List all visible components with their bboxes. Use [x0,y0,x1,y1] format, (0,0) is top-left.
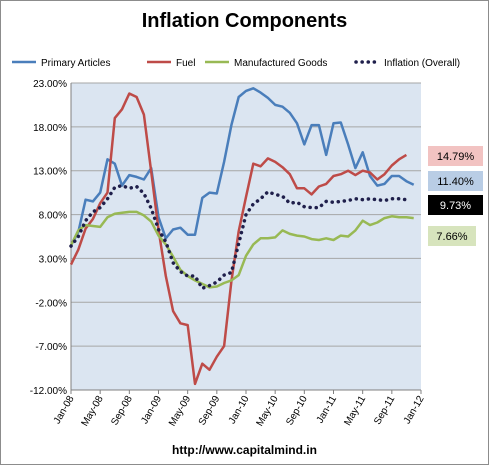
x-tick-label: Jan-11 [315,394,340,426]
value-callout [428,226,476,246]
value-callout-label: 9.73% [440,200,471,212]
value-callout [428,195,483,215]
x-tick-label: Sep-10 [284,394,310,428]
series-line-inflation-overall [69,183,409,291]
source-credit: http://www.capitalmind.in [172,443,317,457]
value-callout-label: 11.40% [437,176,474,188]
y-tick-label: 18.00% [33,123,67,134]
series-line-primary-articles [69,87,415,246]
y-tick-label: 23.00% [33,79,67,90]
x-tick-label: Jan-08 [52,394,77,426]
x-tick-label: Jan-10 [227,394,252,426]
x-tick-label: Sep-11 [372,394,397,427]
x-tick-label: May-11 [342,394,368,428]
y-tick-label: 8.00% [39,211,67,222]
x-tick-label: May-10 [255,394,281,429]
y-tick-label: -2.00% [35,298,67,309]
chart-title: Inflation Components [141,10,348,32]
legend-label: Primary Articles [41,58,110,69]
x-tick-label: Sep-08 [109,394,135,428]
x-tick-label: Jan-09 [139,394,164,426]
y-tick-label: -12.00% [30,386,67,397]
value-callout [428,171,483,191]
x-tick-label: May-09 [167,394,193,429]
series-line-manufactured-goods [69,210,414,289]
value-callout-label: 7.66% [436,231,467,243]
value-callout [428,146,483,166]
legend-label: Manufactured Goods [234,58,327,69]
x-tick-label: May-08 [80,394,106,429]
y-tick-label: 3.00% [39,254,67,265]
y-tick-label: 13.00% [33,167,67,178]
series-line-fuel [69,92,408,386]
x-tick-label: Jan-12 [402,394,427,426]
legend-label: Inflation (Overall) [384,58,460,69]
y-tick-label: -7.00% [35,342,67,353]
value-callout-label: 14.79% [437,151,475,163]
legend-label: Fuel [176,58,195,69]
plot-area [71,83,421,390]
x-tick-label: Sep-09 [197,394,223,428]
